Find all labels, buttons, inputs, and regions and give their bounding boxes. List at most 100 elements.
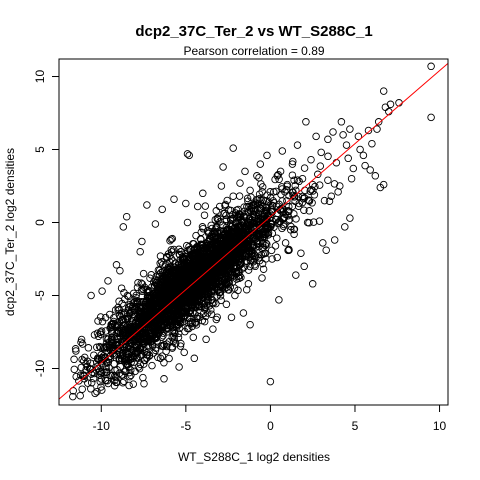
data-point bbox=[366, 166, 374, 174]
data-point bbox=[178, 298, 187, 307]
data-point bbox=[117, 356, 126, 364]
data-point bbox=[91, 389, 99, 398]
x-axis-label: WT_S288C_1 log2 densities bbox=[178, 450, 330, 464]
data-point bbox=[256, 160, 265, 168]
data-point bbox=[143, 310, 151, 318]
data-point bbox=[121, 331, 129, 339]
data-point bbox=[361, 161, 369, 170]
data-point bbox=[162, 252, 171, 261]
data-point bbox=[182, 199, 190, 208]
data-point bbox=[180, 348, 188, 357]
data-point bbox=[167, 235, 175, 244]
data-point bbox=[129, 380, 138, 388]
data-point bbox=[289, 157, 297, 166]
data-point bbox=[205, 253, 213, 261]
data-point bbox=[119, 378, 127, 387]
data-point bbox=[156, 259, 164, 268]
data-point bbox=[229, 144, 237, 152]
data-point bbox=[306, 187, 314, 195]
data-point bbox=[295, 199, 303, 208]
data-point bbox=[212, 207, 221, 215]
data-point bbox=[379, 87, 388, 95]
data-point bbox=[199, 309, 208, 318]
data-point bbox=[186, 314, 194, 323]
data-point bbox=[238, 242, 247, 250]
data-point bbox=[356, 145, 364, 154]
data-point bbox=[309, 187, 317, 195]
data-point bbox=[122, 212, 131, 221]
data-point bbox=[170, 245, 178, 254]
data-point bbox=[183, 324, 192, 333]
data-point bbox=[240, 203, 248, 211]
data-point bbox=[176, 342, 185, 350]
data-point bbox=[213, 214, 222, 222]
data-point bbox=[285, 207, 293, 216]
data-point bbox=[221, 200, 230, 209]
data-point bbox=[93, 387, 101, 396]
data-point bbox=[117, 284, 126, 292]
data-point bbox=[210, 275, 219, 284]
data-point bbox=[127, 371, 135, 380]
data-point bbox=[222, 238, 231, 246]
data-point bbox=[147, 271, 156, 279]
data-point bbox=[171, 277, 180, 286]
data-point bbox=[337, 118, 346, 126]
data-point bbox=[217, 296, 225, 305]
data-point bbox=[325, 197, 334, 205]
data-point bbox=[197, 303, 206, 311]
data-point bbox=[278, 197, 286, 205]
data-point bbox=[166, 284, 174, 292]
data-point bbox=[254, 240, 262, 249]
data-point bbox=[315, 217, 324, 225]
data-point bbox=[198, 290, 206, 299]
data-point bbox=[226, 215, 235, 223]
x-axis: -10 -5 0 5 10 bbox=[93, 405, 447, 433]
data-point bbox=[120, 377, 128, 386]
data-point bbox=[165, 354, 173, 363]
data-point bbox=[174, 315, 182, 324]
data-point bbox=[89, 374, 98, 383]
data-point bbox=[267, 246, 276, 255]
data-point bbox=[171, 269, 179, 277]
data-point bbox=[150, 289, 158, 298]
data-point bbox=[346, 214, 354, 222]
data-point bbox=[207, 306, 215, 314]
data-point bbox=[234, 213, 243, 222]
data-point bbox=[140, 379, 148, 388]
data-point bbox=[271, 242, 280, 250]
data-point bbox=[291, 192, 299, 201]
y-tick-label: -5 bbox=[33, 290, 47, 301]
data-point bbox=[139, 269, 148, 278]
data-point bbox=[151, 282, 159, 290]
data-point bbox=[169, 303, 178, 312]
data-point bbox=[254, 221, 263, 229]
y-tick-label: 5 bbox=[33, 146, 47, 153]
data-point bbox=[275, 296, 283, 304]
y-axis: -10 -5 0 5 10 bbox=[33, 70, 59, 377]
data-point bbox=[324, 176, 332, 184]
regression-line bbox=[59, 63, 448, 400]
data-point bbox=[255, 173, 263, 182]
data-point bbox=[347, 174, 356, 183]
data-point bbox=[199, 189, 207, 198]
data-point bbox=[166, 236, 174, 245]
data-point bbox=[174, 310, 182, 319]
data-point bbox=[201, 246, 210, 254]
data-point bbox=[374, 118, 383, 126]
data-point bbox=[197, 258, 205, 267]
data-point bbox=[96, 328, 105, 336]
data-point bbox=[327, 192, 336, 200]
data-point bbox=[183, 218, 192, 227]
data-point bbox=[168, 323, 177, 331]
data-point bbox=[120, 328, 128, 336]
x-tick-label: 10 bbox=[433, 419, 447, 433]
data-point bbox=[145, 318, 154, 327]
data-point bbox=[334, 188, 342, 196]
data-point bbox=[139, 285, 148, 293]
data-point bbox=[130, 341, 139, 349]
data-point bbox=[302, 118, 310, 126]
data-point bbox=[258, 229, 267, 237]
data-point bbox=[215, 271, 223, 279]
data-point bbox=[204, 296, 212, 304]
data-point bbox=[255, 194, 264, 203]
